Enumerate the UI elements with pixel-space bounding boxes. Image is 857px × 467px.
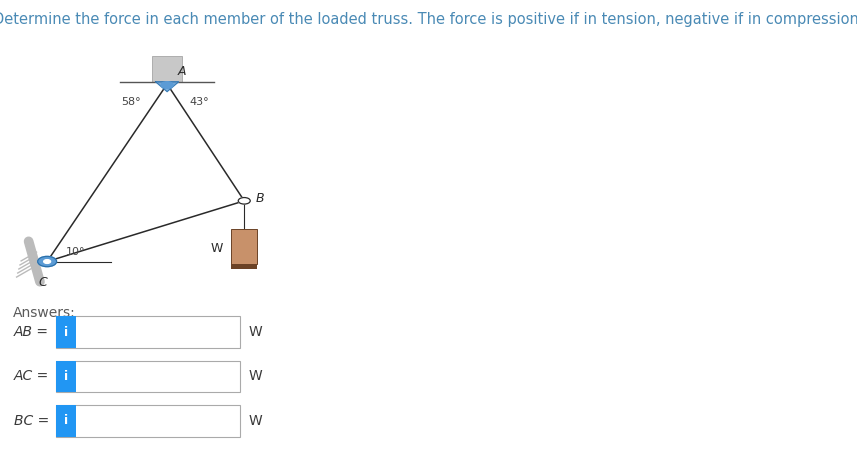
Text: 43°: 43°	[190, 97, 209, 107]
FancyBboxPatch shape	[56, 316, 76, 348]
Circle shape	[44, 260, 51, 263]
Text: AC =: AC =	[14, 369, 49, 383]
Text: A: A	[177, 65, 186, 78]
Text: W: W	[211, 242, 223, 255]
FancyBboxPatch shape	[56, 405, 76, 437]
FancyBboxPatch shape	[56, 405, 240, 437]
Text: BC =: BC =	[14, 414, 49, 428]
Bar	[231, 264, 257, 269]
Polygon shape	[156, 82, 178, 92]
FancyBboxPatch shape	[56, 361, 76, 392]
Text: C: C	[39, 276, 47, 289]
Circle shape	[238, 198, 250, 204]
Text: i: i	[64, 414, 68, 427]
Bar	[152, 56, 182, 82]
Circle shape	[161, 82, 173, 88]
Text: Answers:: Answers:	[13, 306, 75, 320]
Text: i: i	[64, 325, 68, 339]
Text: W: W	[249, 369, 262, 383]
Bar	[231, 229, 257, 264]
Circle shape	[38, 256, 57, 267]
Text: Determine the force in each member of the loaded truss. The force is positive if: Determine the force in each member of th…	[0, 12, 857, 27]
Text: AB =: AB =	[14, 325, 49, 339]
Text: B: B	[255, 192, 264, 205]
FancyBboxPatch shape	[56, 361, 240, 392]
Text: W: W	[249, 414, 262, 428]
Text: i: i	[64, 370, 68, 383]
Text: 58°: 58°	[122, 97, 141, 107]
FancyBboxPatch shape	[56, 316, 240, 348]
Text: 10°: 10°	[66, 247, 86, 257]
Text: W: W	[249, 325, 262, 339]
